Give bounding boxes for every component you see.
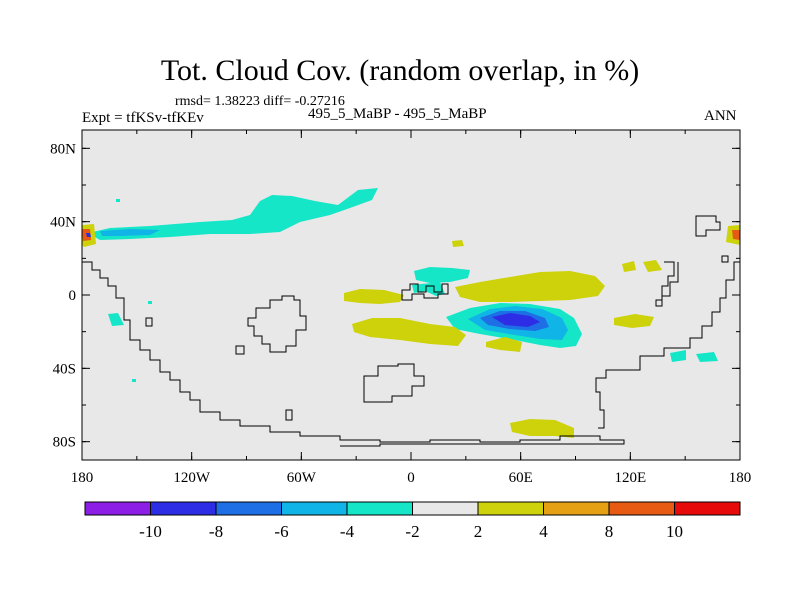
contour-west-edge-blue [86,233,91,237]
contour-yellow-e1 [622,261,636,272]
contour-dot-1 [116,199,120,202]
x-tick-label: 120E [614,470,646,486]
coast-central-america [655,261,679,307]
contour-antarctic-yellow [510,419,574,438]
contour-east-edge-orange [732,230,740,240]
contour-mid-cyan [414,267,470,283]
contour-atlantic-yellow-2 [352,318,466,346]
coastlines [82,215,740,447]
colorbar: -10 -8 -6 -4 -2 2 4 8 10 [84,501,741,541]
coast-small-island [145,317,153,327]
plot-area [82,130,740,460]
colorbar-swatch [674,501,741,516]
contour-yellow-central [455,271,605,302]
expt-label: Expt = tfKSv-tfKEv [82,110,204,126]
stats-line: rmsd= 1.38223 diff= -0.27216 [175,94,345,109]
colorbar-label: -10 [139,522,162,541]
colorbar-swatch [412,501,479,516]
colorbar-swatch [281,501,348,516]
case-label: 495_5_MaBP - 495_5_MaBP [308,106,487,122]
colorbar-label: -4 [340,522,355,541]
x-tick-label: 120W [173,470,211,486]
contour-small-yellow-north [452,240,464,247]
contour-indian-core [492,313,540,327]
colorbar-swatch [608,501,675,516]
contour-dot-2 [148,301,152,304]
colorbar-swatch [543,501,610,516]
coast-australia [363,363,425,403]
contour-layer [82,188,740,438]
coast-north-america-east [695,215,721,237]
y-tick-label: 80N [50,141,76,157]
colorbar-label: 4 [539,522,548,541]
contour-yellow-e2 [643,260,662,272]
coast-south-america-west [82,261,625,447]
y-tick-label: 40S [53,361,76,377]
y-tick-label: 80S [53,435,76,451]
colorbar-swatch [346,501,413,516]
colorbar-swatch [477,501,544,516]
x-tick-label: 180 [71,470,94,486]
contour-cyan-aus-2 [696,352,718,362]
colorbar-swatch [150,501,217,516]
contour-pacific-north-jet [88,188,378,240]
axes: 180 120W 60W 0 60E 120E 180 80N 40N 0 40S 80S [50,129,752,486]
contour-yellow-east [614,314,654,328]
coast-africa [247,295,307,353]
coast-small-island-2 [235,345,245,355]
colorbar-label: 2 [474,522,483,541]
colorbar-label: -2 [405,522,419,541]
colorbar-label: 8 [605,522,614,541]
contour-atlantic-yellow-1 [344,289,404,304]
colorbar-swatch [84,501,151,516]
contour-pacific-core [100,229,160,236]
coast-maritime [401,283,449,301]
coast-small-island-3 [285,409,293,421]
colorbar-label: 10 [666,522,683,541]
contour-cyan-pac-s [108,313,124,326]
y-tick-label: 40N [50,215,76,231]
coast-south-america-east [595,261,740,429]
y-tick-label: 0 [69,288,77,304]
contour-dot-3 [132,379,136,382]
chart-title: Tot. Cloud Cov. (random overlap, in %) [160,54,640,87]
season-label: ANN [704,108,737,124]
contour-yellow-sw [486,337,522,352]
x-tick-label: 0 [407,470,415,486]
colorbar-label: -6 [274,522,288,541]
coast-islands-east [721,255,729,263]
x-tick-label: 180 [729,470,752,486]
x-tick-label: 60W [287,470,317,486]
colorbar-swatch [215,501,282,516]
contour-cyan-aus-1 [670,350,686,362]
colorbar-label: -8 [209,522,223,541]
x-tick-label: 60E [509,470,533,486]
